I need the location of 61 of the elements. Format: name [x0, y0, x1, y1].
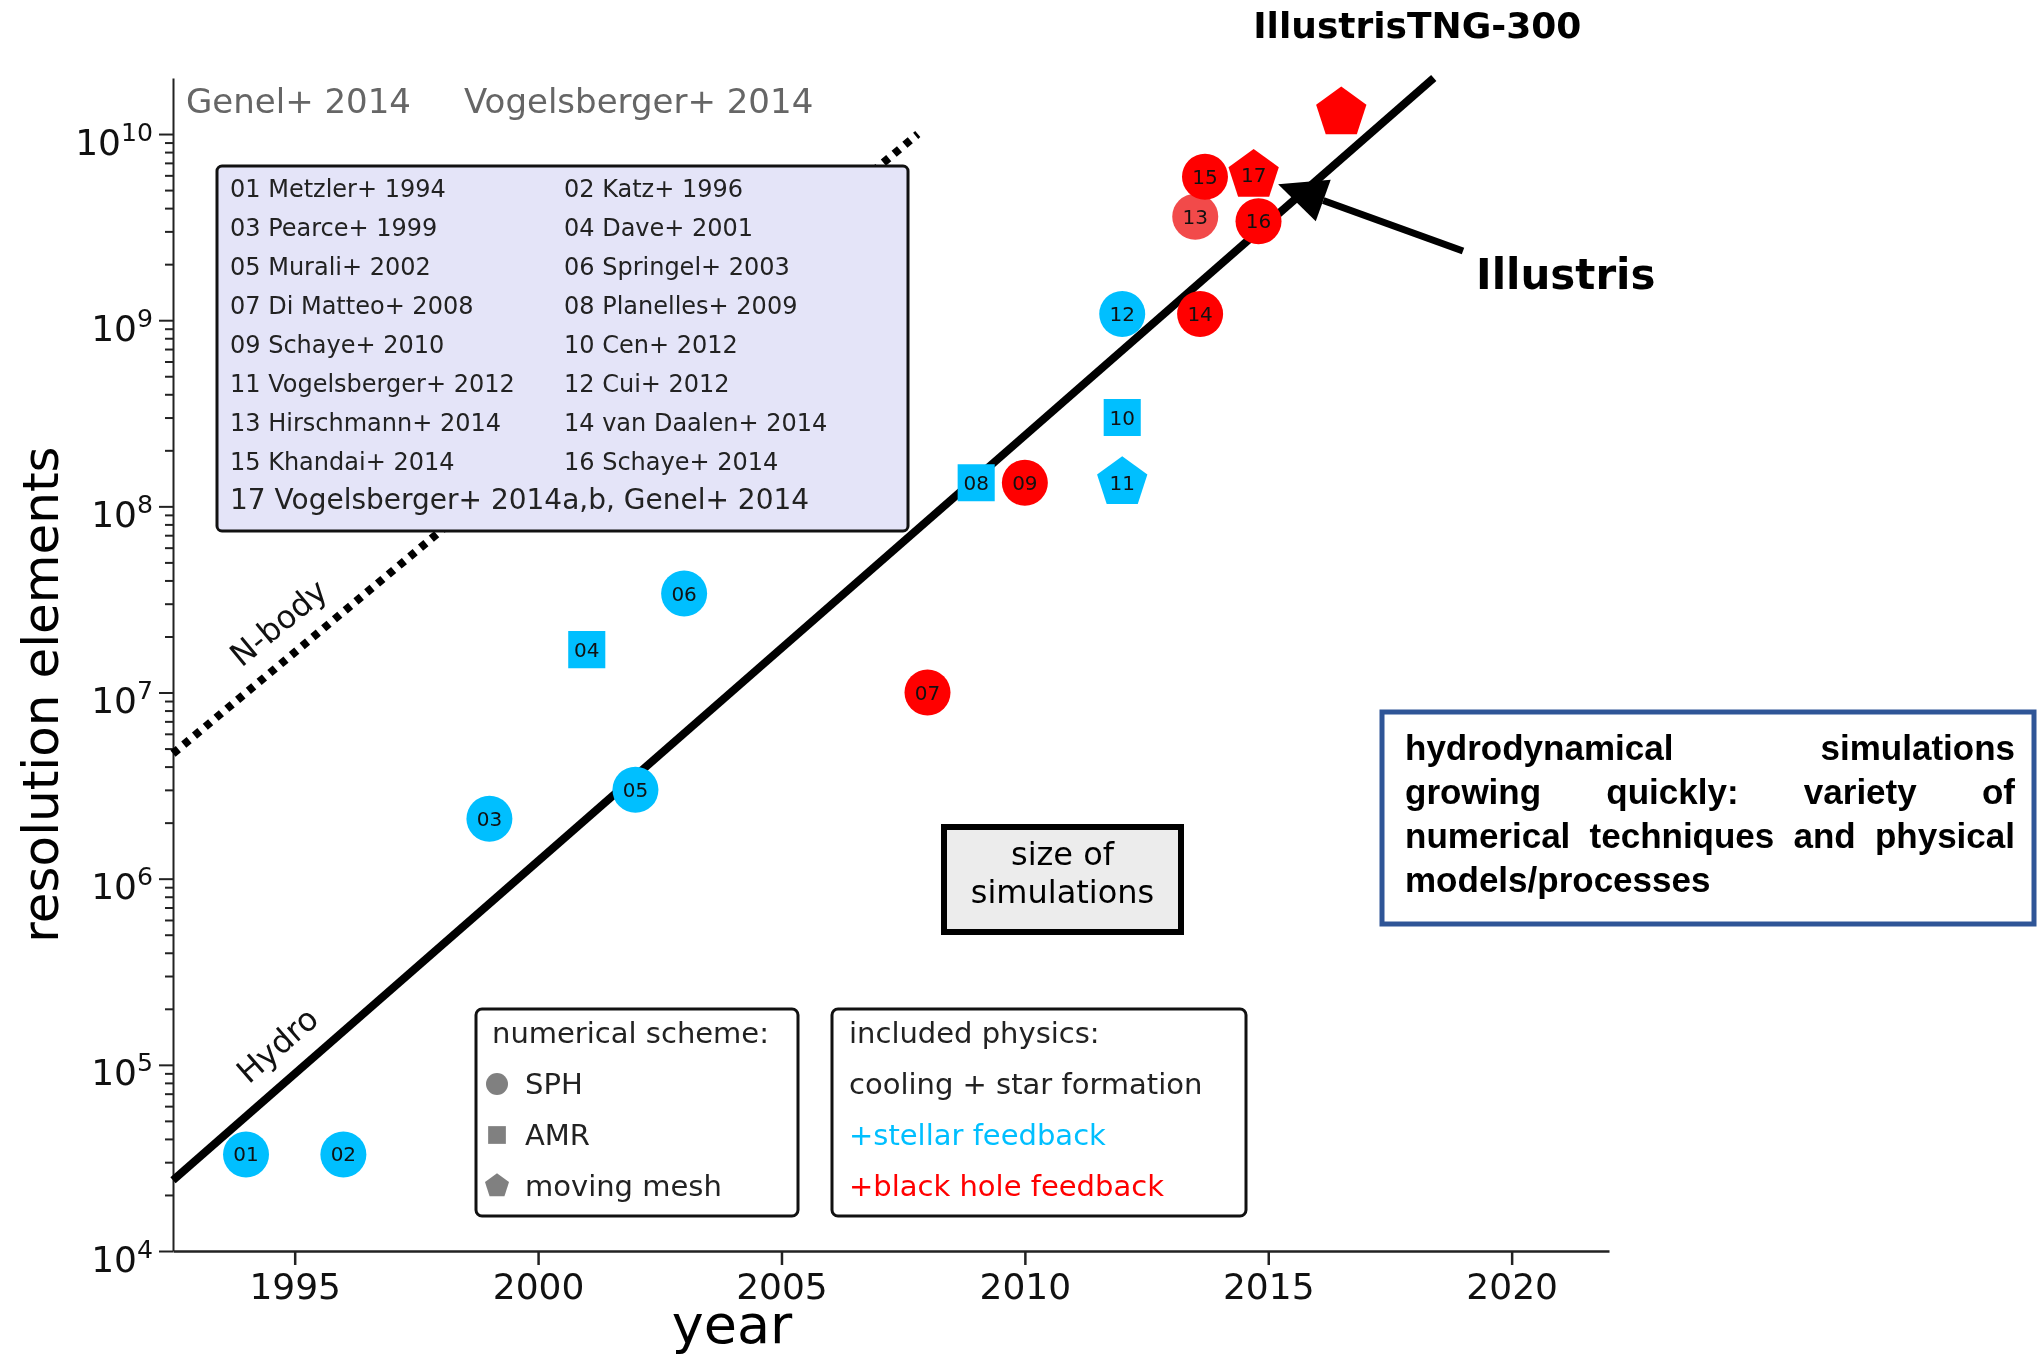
- annotation: 04 Dave+ 2001: [564, 214, 754, 242]
- series-label: 11: [1109, 470, 1135, 495]
- series-label: 12: [1109, 301, 1135, 326]
- x-tick-label: 1995: [249, 1265, 342, 1307]
- annotation: 17 Vogelsberger+ 2014a,b, Genel+ 2014: [230, 483, 810, 516]
- series-label: 17: [1240, 163, 1267, 188]
- annotation: cooling + star formation: [849, 1067, 1203, 1101]
- x-tick-label: 2015: [1222, 1265, 1315, 1307]
- series-label: 09: [1012, 470, 1038, 495]
- series-label: 16: [1245, 209, 1272, 234]
- annotation: SPH: [525, 1067, 583, 1101]
- x-tick-label: 2020: [1466, 1265, 1558, 1307]
- y-tick-label: 10$^{4}$: [91, 1234, 153, 1280]
- annotation: 07 Di Matteo+ 2008: [230, 292, 474, 320]
- annotation: 08 Planelles+ 2009: [564, 292, 798, 320]
- annotation: 10 Cen+ 2012: [564, 331, 738, 359]
- annotation: 02 Katz+ 1996: [564, 175, 744, 203]
- y-tick-label: 10$^{7}$: [91, 675, 153, 722]
- series-label: 15: [1192, 164, 1218, 189]
- y-tick-label: 10$^{10}$: [75, 117, 153, 163]
- annotation: 13 Hirschmann+ 2014: [230, 409, 501, 437]
- y-tick-label: 10$^{5}$: [91, 1047, 153, 1094]
- annotation: Illustris: [1476, 250, 1656, 299]
- x-tick-label: 2010: [979, 1265, 1072, 1307]
- series-label: 01: [233, 1142, 259, 1167]
- series-label: 07: [914, 680, 941, 705]
- x-tick-label: 2000: [492, 1265, 585, 1307]
- series-label: 13: [1182, 204, 1208, 229]
- y-tick-label: 10$^{9}$: [91, 303, 153, 349]
- annotation: numerical scheme:: [492, 1016, 769, 1050]
- y-tick-label: 10$^{8}$: [91, 489, 153, 535]
- annotation: included physics:: [849, 1016, 1100, 1050]
- annotation: 09 Schaye+ 2010: [230, 331, 445, 359]
- y-tick-label: 10$^{6}$: [91, 861, 153, 908]
- series-label: 05: [622, 777, 649, 802]
- y-axis-title: resolution elements: [12, 446, 70, 943]
- annotation: 16 Schaye+ 2014: [564, 448, 779, 476]
- annotation: 06 Springel+ 2003: [564, 253, 790, 281]
- series-label: 10: [1109, 405, 1135, 430]
- annotation: 03 Pearce+ 1999: [230, 214, 438, 242]
- series-label: 04: [574, 637, 600, 662]
- annotation: 15 Khandai+ 2014: [230, 448, 455, 476]
- annotation: moving mesh: [525, 1169, 722, 1203]
- annotation: Vogelsberger+ 2014: [464, 81, 814, 121]
- annotation: 14 van Daalen+ 2014: [564, 409, 828, 437]
- annotation: 12 Cui+ 2012: [564, 370, 730, 398]
- series-label: 14: [1187, 301, 1213, 326]
- series-label: 03: [476, 806, 503, 831]
- annotation: 01 Metzler+ 1994: [230, 175, 446, 203]
- series-label: 08: [963, 470, 989, 495]
- annotation: Genel+ 2014: [186, 81, 412, 121]
- annotation: 05 Murali+ 2002: [230, 253, 431, 281]
- annotation: hydrodynamical simulations growing quickly: variety of numerical techniques and physical models/processes: [1405, 727, 2015, 901]
- series-label: 06: [671, 581, 697, 606]
- annotation: AMR: [525, 1118, 591, 1152]
- annotation: IllustrisTNG-300: [1253, 4, 1582, 46]
- annotation: size of simulations: [969, 835, 1156, 911]
- annotation: +stellar feedback: [849, 1118, 1107, 1152]
- series-label: 02: [330, 1142, 357, 1167]
- annotation: +black hole feedback: [849, 1169, 1165, 1203]
- annotation: 11 Vogelsberger+ 2012: [230, 370, 515, 398]
